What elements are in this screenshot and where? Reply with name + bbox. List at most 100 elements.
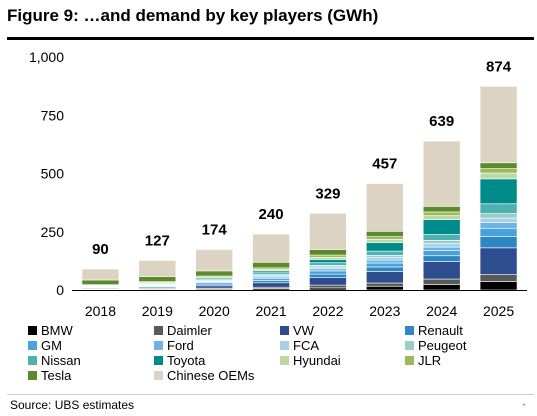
- source-note: Source: UBS estimates: [10, 398, 135, 412]
- legend-label: Renault: [418, 322, 463, 338]
- bar-segment-hyundai: [479, 172, 518, 180]
- bar-segment-tesla: [252, 261, 290, 269]
- x-tick-label: 2022: [312, 303, 343, 319]
- bar-segment-gm: [479, 227, 518, 237]
- bar-segment-vw: [422, 261, 461, 280]
- legend-item-tesla: Tesla: [28, 367, 72, 383]
- bar-stack-2019: [138, 260, 177, 291]
- legend-label: BMW: [41, 322, 73, 338]
- bar-segment-jlr: [366, 236, 404, 240]
- legend-swatch: [154, 325, 163, 335]
- bar-segment-ford: [422, 246, 461, 251]
- legend-label: Nissan: [41, 352, 81, 368]
- legend-label: Tesla: [41, 367, 72, 383]
- legend-swatch: [28, 325, 37, 335]
- legend-item-vw: VW: [280, 322, 314, 338]
- legend-swatch: [280, 325, 289, 335]
- bar-segment-daimler: [366, 282, 404, 287]
- bar-segment-renault: [252, 280, 290, 284]
- x-tick-label: 2018: [85, 303, 116, 319]
- bar-segment-nissan: [366, 250, 404, 256]
- x-tick-label: 2024: [426, 303, 457, 319]
- legend-item-fca: FCA: [280, 337, 319, 353]
- y-tick-label: 750: [41, 107, 65, 123]
- bar-total-label: 127: [145, 232, 170, 249]
- chart-legend: BMW Daimler VW Renault GM Ford FCA Peugeot Nissa…: [28, 323, 528, 389]
- legend-label: FCA: [293, 337, 319, 353]
- legend-swatch: [405, 325, 414, 335]
- legend-item-ford: Ford: [154, 338, 194, 353]
- bar-segment-fca: [366, 257, 404, 261]
- y-tick-label: 250: [41, 224, 65, 240]
- bar-segment-chinese-oems: [138, 260, 177, 277]
- bar-segment-daimler: [479, 274, 518, 282]
- legend-swatch: [280, 340, 289, 350]
- y-tick-label: 500: [41, 166, 65, 182]
- bar-segment-toyota: [479, 178, 518, 205]
- bar-segment-gm: [422, 250, 461, 257]
- legend-item-peugeot: Peugeot: [405, 337, 467, 353]
- bar-segment-jlr: [422, 211, 461, 216]
- bar-segment-bmw: [366, 285, 404, 291]
- legend-swatch: [28, 340, 37, 350]
- x-tick-label: 2023: [369, 303, 400, 319]
- bar-stack-2025: [479, 86, 518, 291]
- legend-label: Toyota: [167, 352, 206, 368]
- y-axis: 0 250 500 750 1,000: [29, 49, 64, 298]
- legend-item-toyota: Toyota: [154, 352, 206, 368]
- legend-swatch: [154, 355, 163, 365]
- legend-label: Peugeot: [418, 337, 467, 353]
- x-tick-label: 2020: [199, 303, 230, 319]
- bar-segment-vw: [479, 247, 518, 275]
- bar-segment-renault: [309, 273, 347, 278]
- legend-label: GM: [41, 337, 62, 353]
- bar-segment-vw: [366, 271, 404, 284]
- legend-item-bmw: BMW: [28, 322, 73, 338]
- legend-label: VW: [293, 322, 314, 338]
- bar-segment-tesla: [422, 206, 461, 213]
- bar-total-label: 329: [315, 185, 340, 202]
- bar-segment-tesla: [366, 230, 404, 237]
- bar-total-label: 240: [259, 206, 284, 223]
- bar-segment-nissan: [479, 203, 518, 214]
- legend-label: Daimler: [167, 322, 212, 338]
- y-tick-label: 0: [56, 282, 64, 298]
- bar-total-label: 174: [202, 221, 228, 238]
- bar-segment-nissan: [309, 262, 347, 266]
- title-underline: [7, 37, 534, 40]
- legend-item-nissan: Nissan: [28, 352, 81, 368]
- x-axis: 2018 2019 2020 2021 2022 2023 2024 2025: [72, 290, 527, 319]
- legend-swatch: [28, 355, 37, 365]
- bar-stack-2023: [366, 183, 404, 291]
- source-divider: [7, 394, 534, 395]
- bar-segment-vw: [252, 282, 290, 288]
- bar-segment-tesla: [309, 249, 347, 256]
- legend-swatch: [154, 340, 163, 350]
- bar-segment-renault: [422, 255, 461, 262]
- bar-segment-renault: [366, 266, 404, 272]
- bar-segment-fca: [479, 217, 518, 223]
- bar-segment-hyundai: [309, 257, 347, 260]
- bar-segment-fca: [422, 243, 461, 248]
- bar-segment-ford: [366, 259, 404, 264]
- bar-segment-gm: [309, 270, 347, 275]
- bar-stacks: [81, 86, 518, 291]
- legend-swatch: [405, 355, 414, 365]
- bar-stack-2020: [195, 249, 233, 291]
- bar-segment-ford: [479, 222, 518, 229]
- bar-segment-toyota: [309, 259, 347, 264]
- bar-segment-toyota: [366, 242, 404, 252]
- legend-label: Chinese OEMs: [167, 367, 255, 383]
- bar-segment-gm: [252, 278, 290, 281]
- legend-item-chinese-oems: Chinese OEMs: [154, 367, 255, 383]
- bar-stack-2022: [309, 213, 347, 291]
- bar-segment-gm: [366, 262, 404, 268]
- bar-segment-peugeot: [366, 254, 404, 258]
- bar-segment-bmw: [422, 284, 461, 291]
- legend-item-gm: GM: [28, 337, 62, 353]
- bar-segment-nissan: [422, 234, 461, 241]
- x-tick-label: 2019: [142, 303, 173, 319]
- bar-segment-bmw: [309, 287, 347, 291]
- legend-swatch: [28, 370, 37, 380]
